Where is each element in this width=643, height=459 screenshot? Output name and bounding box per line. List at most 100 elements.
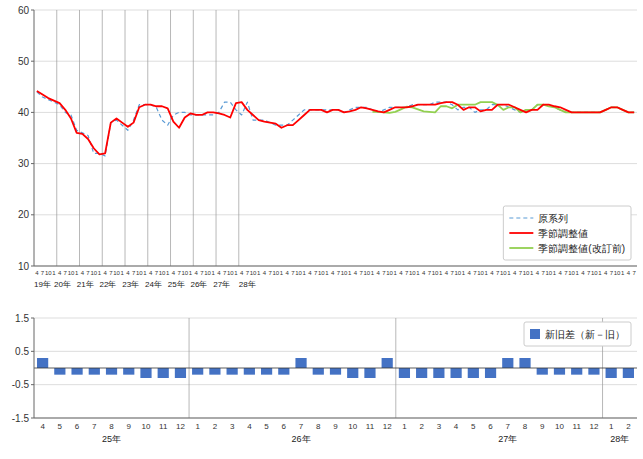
x-tick-label: 10 (500, 270, 507, 276)
bar (330, 368, 341, 375)
x-tick-label: 11 (573, 422, 582, 431)
bar (364, 368, 375, 378)
legend-swatch (530, 329, 540, 339)
x-tick-label: 10 (227, 270, 234, 276)
x-tick-label: 2 (626, 422, 631, 431)
legend-label: 原系列 (538, 213, 568, 224)
x-tick-label: 8 (523, 422, 528, 431)
bar (606, 368, 617, 378)
x-tick-label: 1 (485, 270, 489, 276)
legend: 原系列季節調整値季節調整値(改訂前) (503, 206, 631, 260)
year-label: 27年 (498, 434, 517, 444)
x-tick-label: 10 (142, 422, 151, 431)
x-tick-label: 4 (35, 270, 39, 276)
legend-swatch (509, 232, 533, 234)
x-tick-label: 1 (212, 270, 216, 276)
y-tick-label: 40 (18, 107, 30, 118)
separator-line (125, 10, 126, 266)
bar (175, 368, 186, 378)
x-tick-label: 1 (303, 270, 307, 276)
grid-line (34, 318, 637, 319)
bar (54, 368, 65, 375)
separator-line (170, 10, 171, 266)
x-tick-label: 10 (555, 422, 564, 431)
bar (278, 368, 289, 375)
x-axis-line (34, 266, 637, 267)
x-tick-label: 4 (490, 270, 494, 276)
bar (588, 368, 599, 375)
x-tick-label: 4 (445, 270, 449, 276)
x-tick-label: 10 (363, 270, 370, 276)
y-tick-label: 20 (18, 209, 30, 220)
x-tick-label: 4 (103, 270, 107, 276)
x-tick-label: 6 (282, 422, 287, 431)
year-label: 25年 (102, 434, 121, 444)
x-tick-label: 10 (90, 270, 97, 276)
bar (554, 368, 565, 375)
legend: 新旧差（新－旧） (524, 322, 631, 346)
bar (537, 368, 548, 375)
x-tick-label: 10 (523, 270, 530, 276)
x-tick-label: 10 (568, 270, 575, 276)
x-tick-label: 3 (230, 422, 235, 431)
separator-line (193, 10, 194, 266)
bar (227, 368, 238, 375)
x-tick-label: 1 (195, 422, 200, 431)
x-axis-line (34, 418, 637, 419)
x-tick-label: 2 (213, 422, 218, 431)
x-tick-label: 1 (371, 270, 375, 276)
x-tick-label: 1 (553, 270, 557, 276)
y-tick-label: -0.5 (12, 379, 30, 390)
y-axis-line (34, 318, 35, 418)
year-label: 28年 (239, 280, 256, 289)
legend-item: 原系列 (509, 213, 568, 224)
x-tick-label: 4 (58, 270, 62, 276)
chart-line: 1020304050604710147101471014710147101471… (18, 5, 637, 290)
bar (519, 358, 530, 368)
x-tick-label: 10 (181, 270, 188, 276)
x-tick-label: 4 (40, 422, 45, 431)
bar (37, 358, 48, 368)
x-tick-label: 11 (159, 422, 168, 431)
x-tick-label: 4 (217, 270, 221, 276)
x-tick-label: 4 (559, 270, 563, 276)
separator-line (147, 10, 148, 266)
x-tick-label: 4 (536, 270, 540, 276)
x-tick-label: 1 (394, 270, 398, 276)
separator-line (216, 10, 217, 266)
x-tick-label: 1 (143, 270, 147, 276)
x-tick-label: 12 (589, 422, 598, 431)
x-tick-label: 4 (468, 270, 472, 276)
x-tick-label: 4 (240, 270, 244, 276)
x-tick-label: 1 (52, 270, 56, 276)
bar (313, 368, 324, 375)
x-tick-label: 2 (419, 422, 424, 431)
x-tick-label: 10 (136, 270, 143, 276)
x-tick-label: 1 (98, 270, 102, 276)
y-tick-label: 30 (18, 158, 30, 169)
y-tick-label: 10 (18, 261, 30, 272)
year-label: 26年 (292, 434, 311, 444)
grid-line (34, 163, 637, 164)
x-tick-label: 4 (454, 422, 459, 431)
x-tick-label: 1 (75, 270, 79, 276)
year-label: 25年 (168, 280, 185, 289)
year-label: 20年 (54, 280, 71, 289)
grid-line (34, 266, 637, 267)
x-tick-label: 4 (126, 270, 130, 276)
x-tick-label: 9 (127, 422, 132, 431)
bar (502, 358, 513, 368)
x-tick-label: 10 (272, 270, 279, 276)
x-tick-label: 3 (437, 422, 442, 431)
x-tick-label: 8 (109, 422, 114, 431)
zero-line (34, 368, 637, 369)
bar (623, 368, 634, 378)
x-tick-label: 4 (399, 270, 403, 276)
x-tick-label: 9 (333, 422, 338, 431)
bar (89, 368, 100, 375)
x-tick-label: 4 (513, 270, 517, 276)
x-tick-label: 1 (439, 270, 443, 276)
x-tick-label: 10 (614, 270, 621, 276)
bar (106, 368, 117, 375)
x-tick-label: 4 (247, 422, 252, 431)
